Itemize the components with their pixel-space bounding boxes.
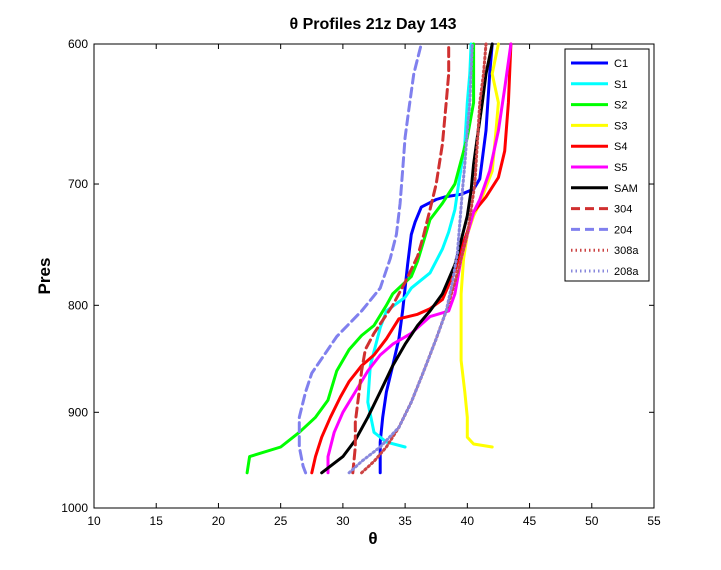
y-tick-label: 800	[68, 298, 88, 312]
legend: C1 S1 S2 S3 S4 S5 SAM 304 204 308a 208a	[564, 48, 650, 282]
x-tick-label: 35	[398, 514, 412, 528]
y-tick-label: 600	[68, 37, 88, 51]
legend-label-s4: S4	[614, 141, 627, 153]
x-tick-label: 50	[585, 514, 599, 528]
legend-label-s5: S5	[614, 162, 627, 174]
y-tick-label: 700	[68, 177, 88, 191]
legend-label-s3: S3	[614, 120, 627, 132]
legend-label-304: 304	[614, 204, 632, 216]
legend-label-s2: S2	[614, 100, 627, 112]
chart-title: θ Profiles 21z Day 143	[290, 16, 457, 33]
x-tick-label: 40	[461, 514, 475, 528]
legend-label-204: 204	[614, 224, 632, 236]
series-line-c1	[378, 42, 494, 475]
legend-label-c1: C1	[614, 58, 628, 70]
series-line-s3	[459, 42, 500, 449]
legend-label-sam: SAM	[614, 183, 638, 195]
y-tick-label: 900	[68, 405, 88, 419]
x-tick-label: 15	[150, 514, 164, 528]
series-line-304	[351, 42, 451, 475]
x-tick-label: 25	[274, 514, 288, 528]
series-layer	[245, 42, 513, 475]
legend-label-208a: 208a	[614, 266, 639, 278]
legend-label-308a: 308a	[614, 245, 639, 257]
legend-label-s1: S1	[614, 79, 627, 91]
y-axis-label: Pres	[35, 258, 54, 295]
series-line-s2	[245, 42, 476, 475]
series-line-s5	[326, 42, 513, 475]
y-tick-label: 1000	[61, 501, 88, 515]
legend-box	[564, 48, 650, 282]
series-line-s4	[310, 42, 513, 475]
legend-items: C1 S1 S2 S3 S4 S5 SAM 304 204 308a 208a	[571, 58, 639, 278]
axis-ticks: 10 15 20 25 30 35 40 45 50 55 600 700 800 900 1000	[61, 37, 661, 528]
series-line-204	[297, 42, 423, 475]
x-axis-label: θ	[368, 529, 377, 548]
series-line-208a	[347, 42, 474, 475]
x-tick-label: 10	[87, 514, 101, 528]
x-tick-label: 20	[212, 514, 226, 528]
series-line-s1	[366, 42, 473, 449]
x-tick-label: 45	[523, 514, 537, 528]
x-tick-label: 30	[336, 514, 350, 528]
x-tick-label: 55	[647, 514, 661, 528]
